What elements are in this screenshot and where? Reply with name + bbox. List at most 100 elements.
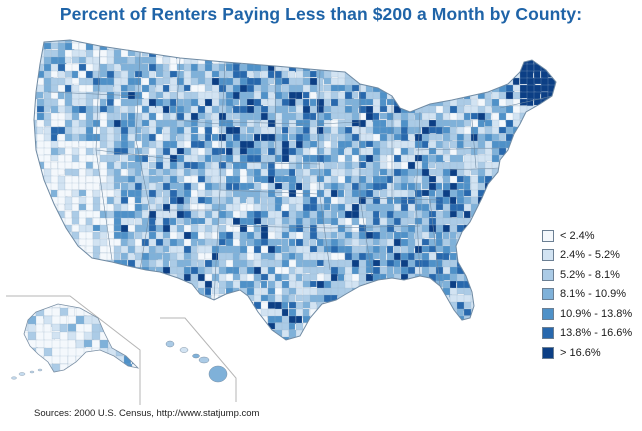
county-cell <box>344 231 354 239</box>
county-cell <box>295 287 303 295</box>
county-cell <box>386 70 397 80</box>
county-cell <box>246 259 254 267</box>
county-cell <box>211 70 220 78</box>
county-cell <box>407 56 417 67</box>
county-cell <box>204 245 213 254</box>
county-cell <box>512 252 522 262</box>
county-cell <box>463 238 473 247</box>
county-cell <box>57 287 68 297</box>
county-cell <box>115 371 124 372</box>
county-cell <box>470 112 479 120</box>
county-cell <box>134 40 145 45</box>
county-cell <box>505 154 515 162</box>
county-cell <box>330 40 339 45</box>
county-cell <box>115 339 125 351</box>
county-cell <box>344 42 352 51</box>
county-cell <box>407 210 415 218</box>
county-cell <box>435 238 443 247</box>
county-cell <box>491 182 501 190</box>
county-cell <box>27 307 36 317</box>
county-cell <box>379 70 387 78</box>
county-cell <box>512 140 522 151</box>
county-cell <box>43 280 53 291</box>
county-cell <box>533 168 541 176</box>
county-cell <box>83 323 93 334</box>
county-cell <box>281 56 291 64</box>
county-cell <box>204 189 212 197</box>
county-cell <box>400 56 409 64</box>
county-cell <box>330 336 340 340</box>
county-cell <box>498 273 507 281</box>
county-cell <box>169 329 180 337</box>
county-cell <box>512 231 520 239</box>
county-cell <box>554 196 556 205</box>
county-cell <box>457 344 465 352</box>
county-cell <box>246 238 255 247</box>
county-cell <box>92 105 101 113</box>
county-cell <box>498 203 507 211</box>
county-cell <box>176 294 185 304</box>
county-cell <box>36 91 44 99</box>
county-cell <box>351 182 360 192</box>
county-cell <box>78 280 86 291</box>
county-cell <box>435 133 443 141</box>
county-cell <box>477 301 487 309</box>
county-cell <box>442 336 450 340</box>
county-cell <box>36 203 45 213</box>
county-cell <box>512 273 523 281</box>
county-cell <box>421 294 432 304</box>
county-cell <box>491 224 502 232</box>
county-cell <box>148 308 157 318</box>
county-cell <box>120 203 129 213</box>
county-cell <box>498 42 507 51</box>
county-cell <box>91 363 100 372</box>
county-cell <box>435 308 445 319</box>
county-cell <box>379 42 387 50</box>
county-cell <box>505 294 514 304</box>
legend-swatch <box>542 327 554 340</box>
county-cell <box>197 203 207 212</box>
county-cell <box>323 210 331 219</box>
county-cell <box>295 329 303 340</box>
county-cell <box>162 91 171 100</box>
county-cell <box>421 315 432 326</box>
county-cell <box>43 273 51 283</box>
county-cell <box>211 308 219 317</box>
county-cell <box>470 56 478 64</box>
county-cell <box>386 77 395 85</box>
county-cell <box>477 217 486 227</box>
county-cell <box>232 294 242 303</box>
county-cell <box>197 42 208 52</box>
county-cell <box>540 196 550 205</box>
county-cell <box>120 252 128 260</box>
county-cell <box>484 273 495 281</box>
county-cell <box>323 56 334 65</box>
county-cell <box>393 294 404 305</box>
county-cell <box>123 363 133 372</box>
county-cell <box>148 203 156 211</box>
county-cell <box>337 238 345 247</box>
county-cell <box>421 140 429 149</box>
county-cell <box>253 231 263 239</box>
county-cell <box>533 147 541 155</box>
county-cell <box>393 217 401 226</box>
county-cell <box>309 168 318 176</box>
county-cell <box>540 161 549 169</box>
county-cell <box>106 287 116 295</box>
county-cell <box>57 266 66 276</box>
county-cell <box>372 217 380 226</box>
county-cell <box>121 344 128 353</box>
county-cell <box>191 344 198 352</box>
county-cell <box>106 119 115 128</box>
county-cell <box>386 322 397 331</box>
county-cell <box>92 280 101 289</box>
county-cell <box>155 196 163 204</box>
county-cell <box>34 210 38 219</box>
county-cell <box>162 196 170 205</box>
county-cell <box>197 98 205 106</box>
county-cell <box>485 344 491 352</box>
legend-label: < 2.4% <box>560 229 595 242</box>
county-cell <box>407 40 415 43</box>
county-cell <box>274 336 283 340</box>
